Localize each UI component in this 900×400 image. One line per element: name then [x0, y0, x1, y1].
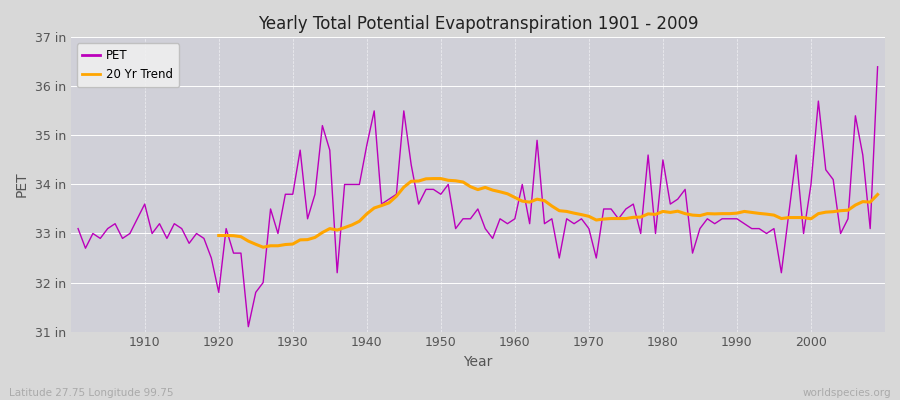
Y-axis label: PET: PET — [15, 172, 29, 197]
X-axis label: Year: Year — [464, 355, 492, 369]
Legend: PET, 20 Yr Trend: PET, 20 Yr Trend — [76, 43, 179, 87]
Text: Latitude 27.75 Longitude 99.75: Latitude 27.75 Longitude 99.75 — [9, 388, 174, 398]
Title: Yearly Total Potential Evapotranspiration 1901 - 2009: Yearly Total Potential Evapotranspiratio… — [257, 15, 698, 33]
Text: worldspecies.org: worldspecies.org — [803, 388, 891, 398]
